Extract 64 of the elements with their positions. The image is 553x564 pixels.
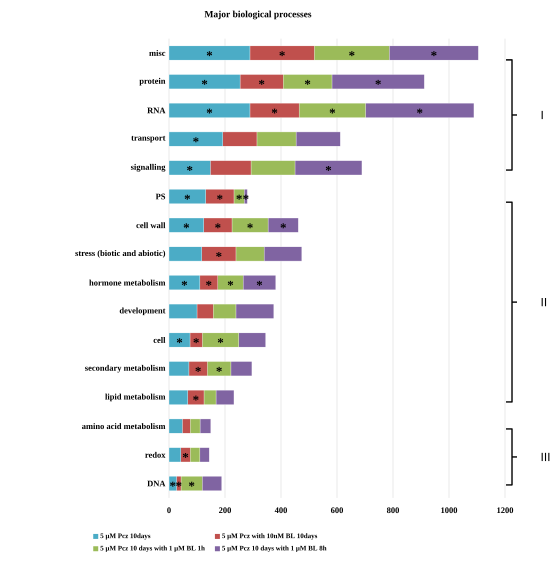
- x-tick-label: 400: [274, 507, 288, 514]
- data-label: *: [206, 51, 212, 56]
- chart-title: Major biological processes: [204, 10, 312, 20]
- y-tick-label: lipid metabolism: [105, 394, 166, 402]
- data-label: *: [375, 80, 381, 85]
- data-label: *: [216, 366, 222, 372]
- data-label: *: [206, 280, 212, 286]
- data-label: *: [258, 80, 264, 85]
- text: III: [542, 452, 550, 462]
- y-tick-label: transport: [131, 136, 166, 142]
- x-tick-label: 1000: [441, 507, 458, 514]
- data-label: *: [206, 108, 212, 114]
- data-label: *: [216, 252, 222, 258]
- y-tick-label: cell wall: [136, 222, 166, 228]
- data-label: *: [193, 338, 199, 344]
- data-label: *: [218, 338, 224, 344]
- data-label: *: [247, 223, 253, 228]
- data-label: *: [217, 194, 223, 200]
- data-label: *: [431, 51, 437, 56]
- data-label: *: [184, 194, 190, 200]
- y-tick-label: DNA: [147, 480, 166, 486]
- data-label: *: [193, 396, 199, 401]
- data-label: *: [236, 194, 242, 200]
- data-label: *: [195, 366, 201, 372]
- y-tick-label: redox: [145, 452, 166, 458]
- x-tick-label: 200: [219, 507, 232, 514]
- y-tick-label: protein: [139, 78, 166, 86]
- text: I: [542, 110, 543, 120]
- x-tick-label: 600: [330, 507, 344, 514]
- y-tick-label: cell: [154, 337, 166, 343]
- data-label: *: [243, 194, 249, 200]
- data-label: *: [188, 482, 194, 487]
- data-label: *: [193, 137, 199, 142]
- data-label: *: [349, 51, 355, 56]
- data-label: *: [417, 108, 422, 114]
- y-tick-label: hormone metabolism: [89, 280, 166, 286]
- y-tick-label: PS: [156, 194, 166, 200]
- text: II: [542, 298, 546, 306]
- data-label: *: [176, 338, 182, 344]
- y-tick-label: development: [120, 307, 166, 316]
- y-tick-label: secondary metabolism: [85, 364, 166, 373]
- y-tick-label: amino acid metabolism: [82, 423, 166, 430]
- data-label: *: [256, 280, 262, 286]
- data-label: *: [280, 223, 286, 228]
- y-tick-label: misc: [149, 50, 166, 56]
- y-tick-label: stress (biotic and abiotic): [75, 250, 166, 258]
- data-label: *: [279, 51, 285, 56]
- data-label: *: [170, 482, 176, 487]
- x-tick-label: 1200: [497, 507, 514, 514]
- x-tick-label: 0: [167, 507, 171, 514]
- data-label: *: [187, 166, 192, 171]
- x-tick-label: 800: [386, 507, 400, 514]
- data-label: *: [330, 108, 336, 114]
- data-label: *: [272, 108, 278, 114]
- data-label: *: [326, 166, 332, 171]
- data-label: *: [304, 80, 310, 85]
- data-label: *: [184, 223, 190, 228]
- y-tick-label: signalling: [130, 164, 166, 172]
- data-label: *: [182, 453, 188, 458]
- data-label: *: [202, 80, 208, 85]
- data-label: *: [228, 280, 234, 286]
- data-label: *: [215, 223, 221, 228]
- y-tick-label: RNA: [147, 108, 166, 114]
- data-label: *: [182, 280, 188, 286]
